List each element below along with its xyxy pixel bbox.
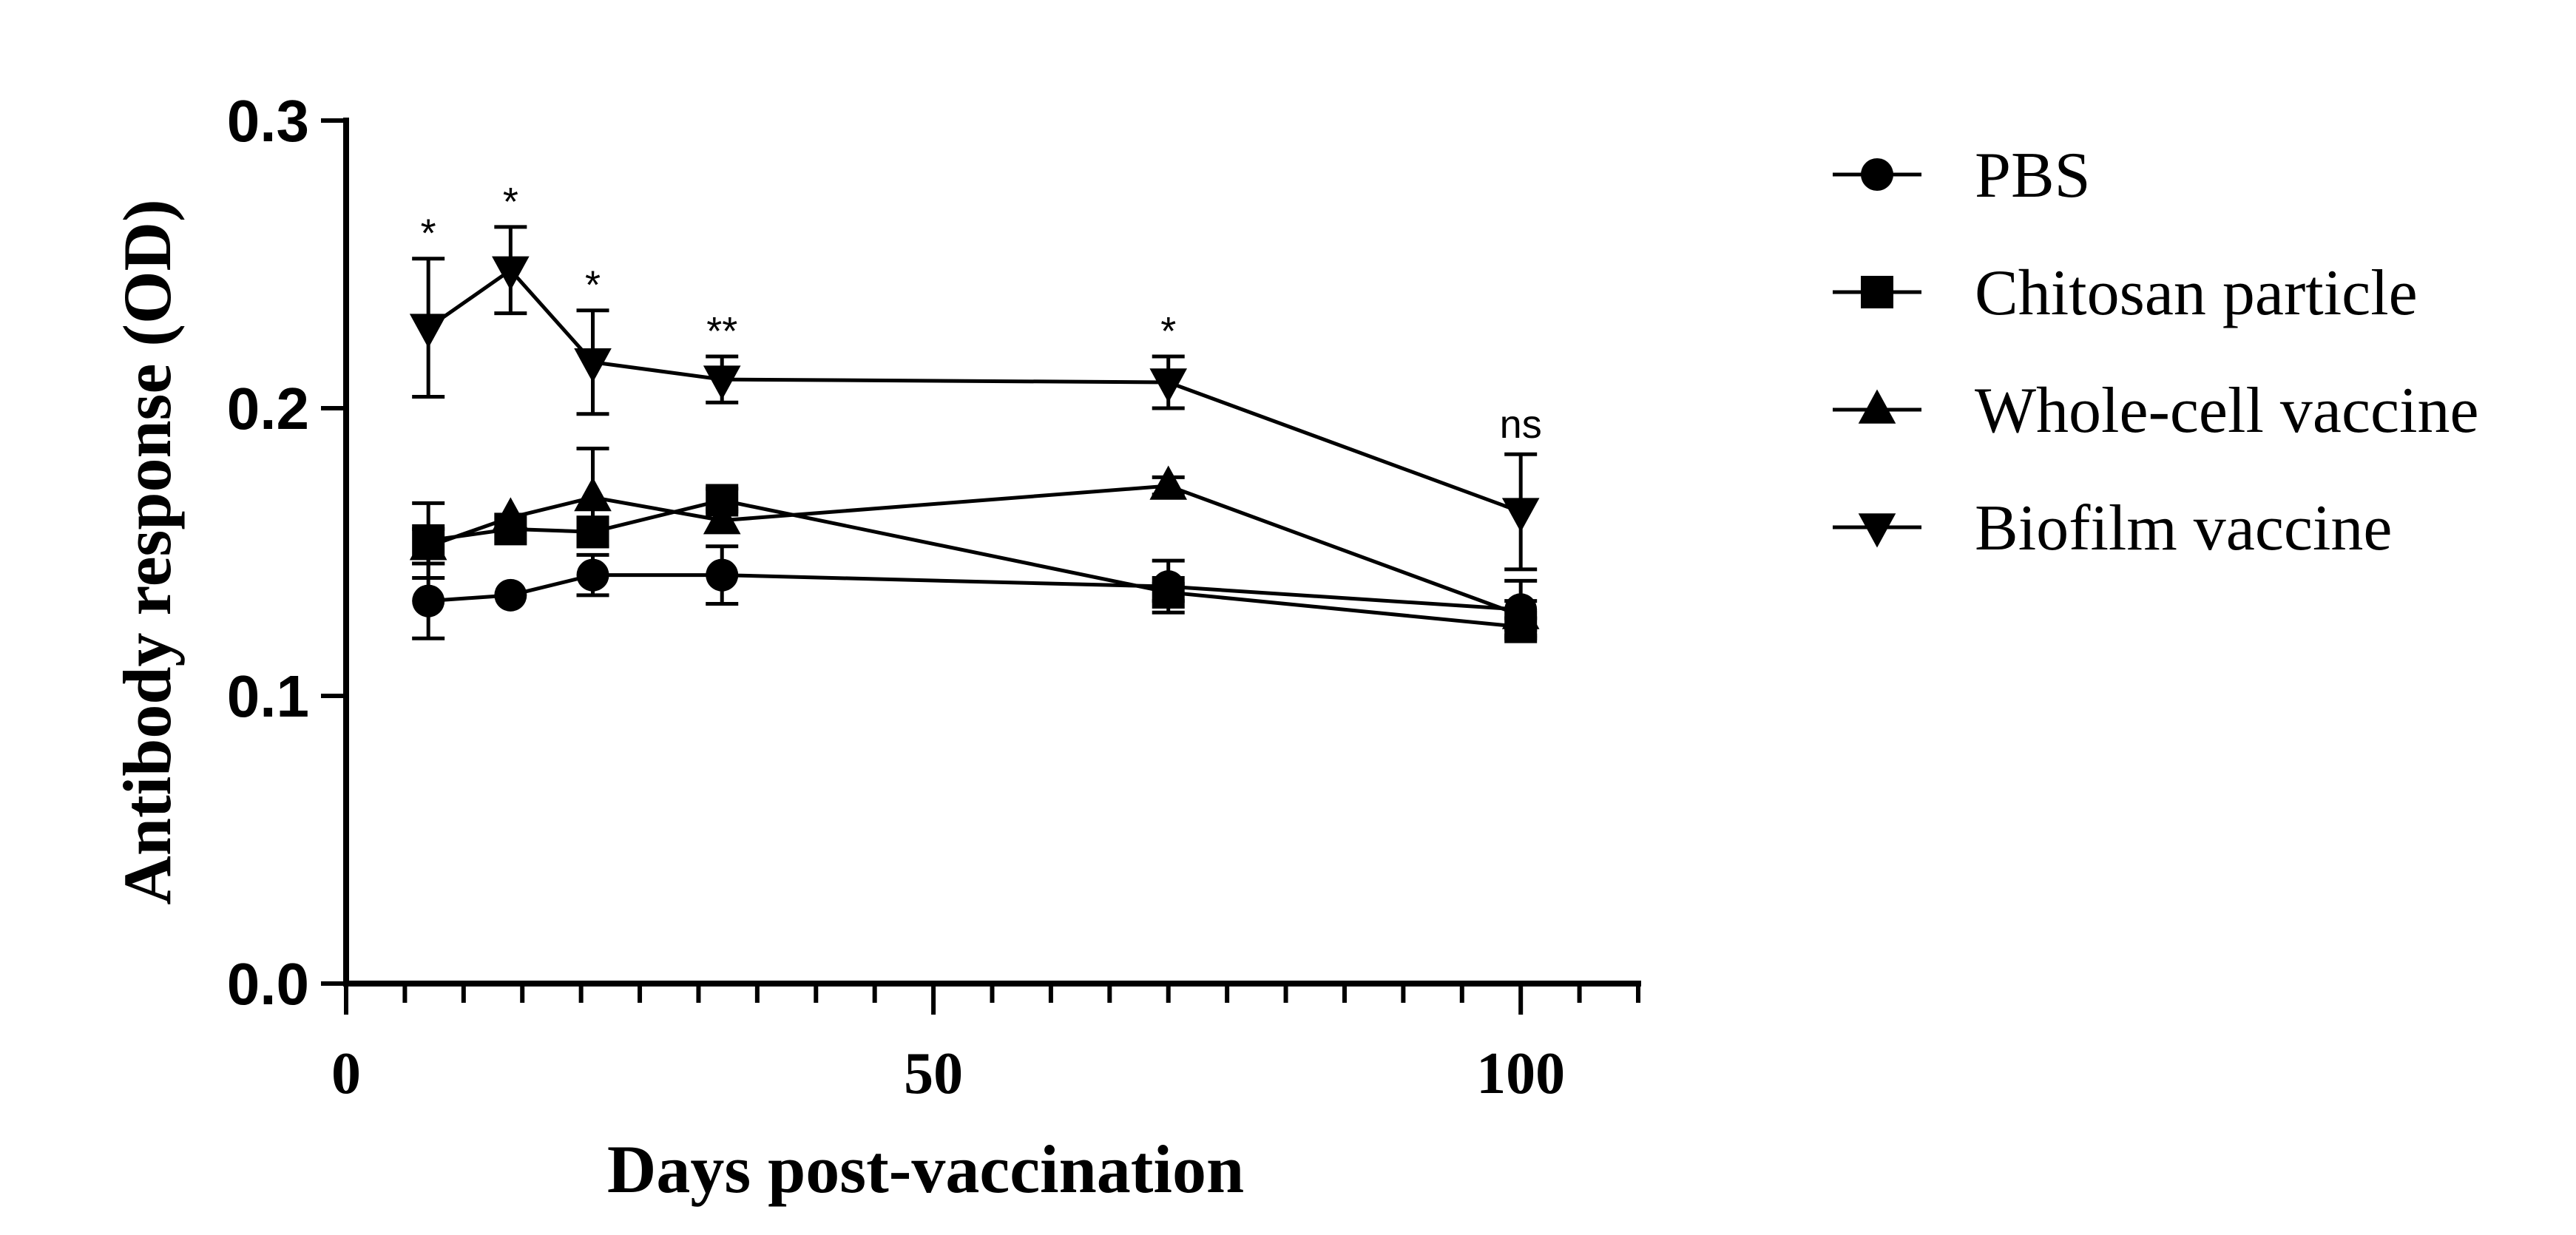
y-axis: 0.0 0.1 0.2 0.3	[227, 88, 349, 1017]
data-point	[1501, 595, 1540, 629]
legend-item: Chitosan particle	[1833, 257, 2418, 329]
legend-label: Chitosan particle	[1975, 257, 2418, 329]
legend-marker	[1858, 513, 1896, 548]
x-tick-label: 100	[1476, 1041, 1565, 1106]
data-point	[1149, 465, 1188, 500]
y-tick-label: 0.1	[227, 663, 309, 729]
legend-item: Whole-cell vaccine	[1833, 375, 2479, 447]
significance-label: *	[585, 263, 601, 308]
series-biofilm-vaccine	[409, 225, 1540, 572]
legend-item: PBS	[1833, 140, 2091, 212]
legend-marker	[1858, 389, 1896, 424]
legend-label: Whole-cell vaccine	[1975, 375, 2479, 447]
data-point	[494, 578, 527, 612]
data-point	[703, 365, 741, 400]
data-point	[412, 584, 445, 618]
data-point	[492, 497, 530, 532]
data-point	[574, 348, 612, 383]
x-tick-label: 0	[331, 1041, 361, 1106]
legend-marker	[1861, 158, 1893, 191]
data-point	[703, 500, 741, 535]
x-tick-label: 50	[904, 1041, 963, 1106]
legend-item: Biofilm vaccine	[1833, 493, 2392, 564]
y-tick-label: 0.3	[227, 88, 309, 154]
significance-label: *	[503, 180, 518, 224]
significance-label: *	[421, 212, 436, 256]
significance-label: *	[1160, 309, 1176, 353]
significance-label: **	[706, 309, 737, 353]
y-tick-label: 0.0	[227, 951, 309, 1017]
data-point	[492, 256, 530, 291]
series-line	[427, 267, 1522, 514]
x-axis: 0 50 100	[331, 981, 1641, 1106]
y-tick-label: 0.2	[227, 376, 309, 441]
legend-label: Biofilm vaccine	[1975, 493, 2392, 564]
legend-marker	[1861, 276, 1893, 308]
data-point	[409, 314, 447, 348]
significance-label: ns	[1500, 402, 1542, 447]
y-axis-title: Antibody response (OD)	[109, 199, 185, 904]
plot-area	[409, 225, 1540, 643]
data-point	[576, 558, 609, 592]
data-point	[1149, 368, 1188, 403]
x-axis-title: Days post-vaccination	[607, 1131, 1244, 1207]
significance-annotations: ***** *ns	[421, 180, 1542, 447]
data-point	[1152, 575, 1185, 609]
legend: PBS Chitosan particle Whole-cell vaccine Bi…	[1833, 140, 2479, 564]
data-point	[409, 526, 447, 561]
series-whole-cell-vaccine	[409, 446, 1540, 632]
legend-label: PBS	[1975, 140, 2091, 212]
data-point	[574, 477, 612, 512]
data-point	[1501, 498, 1540, 532]
data-point	[706, 558, 739, 592]
